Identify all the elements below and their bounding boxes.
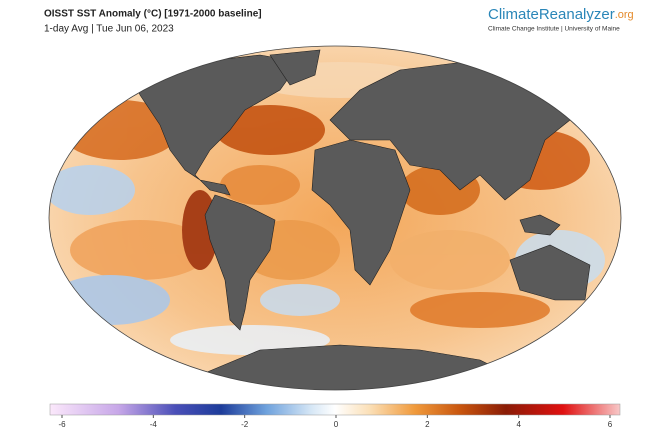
colorbar-ticks: -6 -4 -2 0 2 4 6 [58,415,613,429]
colorbar-tick-label: 4 [516,420,521,429]
logo-suffix: .org [615,9,634,21]
logo-tagline: Climate Change Institute | University of… [488,26,620,33]
colorbar-tick-label: -4 [150,420,158,429]
logo-name: ClimateReanalyzer [488,6,615,23]
map-subtitle: 1-day Avg | Tue Jun 06, 2023 [44,24,174,35]
logo: ClimateReanalyzer.org [488,6,634,23]
colorbar-tick-label: 0 [334,420,339,429]
map-outline [48,45,622,391]
map-title: OISST SST Anomaly (°C) [1971-2000 baseli… [44,9,262,20]
colorbar [49,403,621,416]
colorbar-tick-label: -6 [58,420,66,429]
colorbar-tick-label: -2 [241,420,249,429]
colorbar-tick-label: 2 [425,420,430,429]
colorbar-tick-label: 6 [608,420,613,429]
land [129,49,591,390]
map [49,46,621,390]
